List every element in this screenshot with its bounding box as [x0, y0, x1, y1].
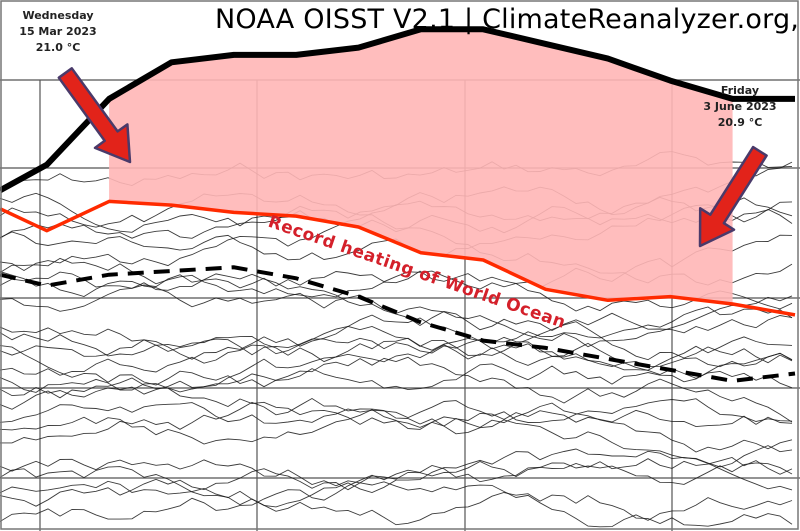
series-line-reference — [0, 265, 796, 383]
annotation-start-value: 21.0 °C — [35, 41, 81, 54]
arrow-end — [698, 145, 768, 248]
historical-year-line-21 — [0, 458, 793, 487]
historical-year-line-10 — [0, 306, 793, 363]
annotation-end-value: 20.9 °C — [717, 116, 763, 129]
historical-year-line-17 — [0, 352, 793, 410]
series-line-2023 — [0, 26, 795, 194]
historical-year-line-24 — [0, 448, 793, 508]
plot-area — [0, 26, 796, 383]
historical-year-line-13 — [0, 325, 793, 389]
annotation-end-weekday: Friday — [720, 84, 760, 97]
series-line-mean — [0, 199, 796, 317]
historical-year-line-20 — [0, 397, 793, 468]
historical-year-line-18 — [0, 398, 793, 424]
annotation-start: Wednesday 15 Mar 2023 21.0 °C — [8, 8, 108, 56]
historical-year-line-23 — [0, 468, 793, 528]
historical-year-line-9 — [0, 270, 793, 312]
historical-year-line-14 — [0, 314, 793, 376]
annotation-start-date: 15 Mar 2023 — [19, 25, 97, 38]
historical-year-line-11 — [0, 332, 793, 368]
arrow-start — [57, 67, 132, 164]
historical-year-line-19 — [0, 409, 793, 445]
annotation-start-weekday: Wednesday — [22, 9, 94, 22]
annotation-end-date: 3 June 2023 — [703, 100, 777, 113]
shaded-region — [109, 29, 733, 305]
historical-year-line-12 — [0, 345, 793, 423]
historical-year-line-25 — [0, 457, 793, 522]
historical-year-line-22 — [0, 466, 793, 527]
annotation-end: Friday 3 June 2023 20.9 °C — [690, 83, 790, 131]
chart-title: NOAA OISST V2.1 | ClimateReanalyzer.org, — [215, 4, 800, 35]
historical-year-line-16 — [0, 321, 793, 398]
